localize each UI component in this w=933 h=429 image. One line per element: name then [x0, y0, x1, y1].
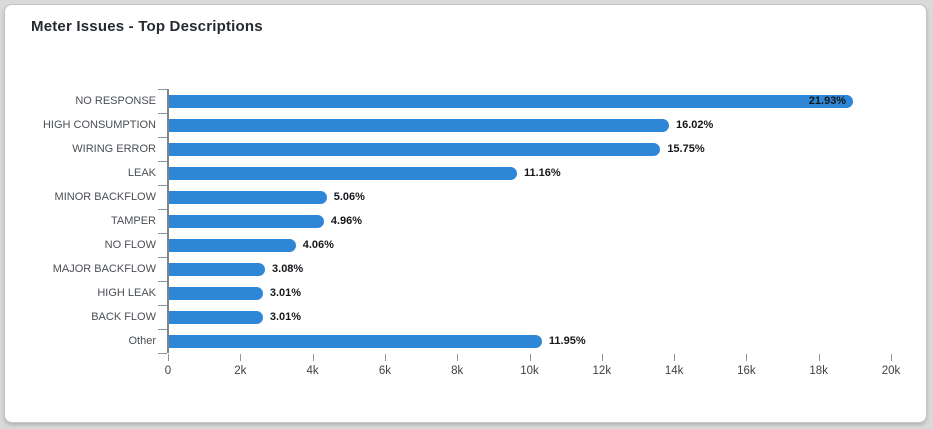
x-tick-mark [457, 354, 459, 361]
x-tick-mark [168, 354, 169, 361]
x-tick-label: 4k [306, 365, 319, 377]
value-label: 3.08% [272, 263, 304, 275]
category-label: TAMPER [110, 215, 156, 227]
bar-high-leak[interactable] [169, 287, 263, 300]
bar-row: 4.96% [169, 209, 891, 233]
value-label: 5.06% [333, 191, 365, 203]
bar-wiring-error[interactable] [169, 143, 661, 156]
category-label: HIGH CONSUMPTION [42, 119, 156, 131]
value-label: 4.06% [302, 239, 334, 251]
bar-row: 3.01% [169, 305, 891, 329]
x-tick-label: 0 [164, 365, 172, 377]
x-tick-mark [891, 354, 892, 361]
y-axis-ticks [158, 89, 167, 354]
x-tick-mark [818, 354, 820, 361]
bar-row: 21.93% [169, 89, 891, 113]
x-tick-mark [529, 354, 531, 361]
bar-high-consumption[interactable] [169, 119, 669, 132]
bar-row: 11.16% [169, 161, 891, 185]
category-label: BACK FLOW [91, 311, 156, 323]
plot-area: 21.93% 16.02% 15.75% 11.16% 5.06% 4.96% 4.06% 3… [164, 89, 900, 389]
bar-row: 3.01% [169, 281, 891, 305]
bar-row: 3.08% [169, 257, 891, 281]
bar-row: 5.06% [169, 185, 891, 209]
y-tick-mark [158, 281, 167, 282]
y-tick-mark [158, 89, 167, 90]
y-tick-mark [158, 113, 167, 114]
y-tick-mark [158, 137, 167, 138]
y-tick-mark [158, 161, 167, 162]
x-tick-label: 16k [737, 365, 756, 377]
bar-tamper[interactable] [169, 215, 324, 228]
category-label: NO RESPONSE [75, 95, 156, 107]
bar-row: 16.02% [169, 113, 891, 137]
value-label: 11.16% [524, 167, 561, 179]
bar-row: 15.75% [169, 137, 891, 161]
value-label: 4.96% [330, 215, 363, 227]
bar-no-flow[interactable] [169, 239, 296, 252]
y-tick-mark [158, 353, 167, 354]
x-tick-mark [312, 354, 314, 361]
bar-leak[interactable] [169, 167, 517, 180]
category-label: HIGH LEAK [97, 287, 156, 299]
category-label: Other [128, 335, 156, 347]
plot-rows: 21.93% 16.02% 15.75% 11.16% 5.06% 4.96% 4.06% 3… [167, 89, 891, 353]
x-tick-mark [384, 354, 386, 361]
category-label: MAJOR BACKFLOW [52, 263, 156, 275]
bar-row: 11.95% [169, 329, 891, 353]
value-label: 3.01% [269, 311, 302, 323]
y-tick-mark [158, 185, 167, 186]
x-tick-label: 2k [234, 365, 247, 377]
category-label: WIRING ERROR [72, 143, 156, 155]
value-label: 11.95% [548, 335, 586, 347]
page-title: Meter Issues - Top Descriptions [31, 18, 263, 35]
y-axis-labels: NO RESPONSE HIGH CONSUMPTION WIRING ERROR L… [5, 89, 156, 353]
category-label: MINOR BACKFLOW [54, 191, 156, 203]
bar-minor-backflow[interactable] [169, 191, 327, 204]
value-label: 16.02% [675, 119, 714, 131]
y-tick-mark [158, 305, 167, 306]
y-tick-mark [158, 209, 167, 210]
y-tick-mark [158, 233, 167, 234]
x-tick-mark [601, 354, 603, 361]
category-label: NO FLOW [104, 239, 156, 251]
bar-row: 4.06% [169, 233, 891, 257]
x-tick-label: 6k [378, 365, 391, 377]
value-label: 3.01% [269, 287, 302, 299]
chart-card: Meter Issues - Top Descriptions NO RESPO… [4, 4, 927, 423]
value-label: 21.93% [808, 95, 847, 107]
x-tick-mark [240, 354, 242, 361]
x-tick-label: 20k [881, 365, 901, 377]
y-tick-mark [158, 257, 167, 258]
bar-no-response[interactable] [169, 95, 854, 108]
x-tick-label: 18k [809, 365, 828, 377]
x-axis: 0 2k 4k 6k 8k 10k 12k 14k 16k 18k 20k [164, 353, 900, 389]
bar-back-flow[interactable] [169, 311, 263, 324]
bar-major-backflow[interactable] [169, 263, 266, 276]
category-label: LEAK [127, 167, 156, 179]
x-tick-label: 8k [451, 365, 464, 377]
bar-other[interactable] [169, 335, 542, 348]
x-tick-label: 14k [664, 365, 684, 377]
x-tick-mark [746, 354, 748, 361]
y-tick-mark [158, 329, 167, 330]
x-tick-mark [674, 354, 676, 361]
value-label: 15.75% [667, 143, 705, 155]
x-tick-label: 10k [520, 365, 539, 377]
x-tick-label: 12k [592, 365, 612, 377]
